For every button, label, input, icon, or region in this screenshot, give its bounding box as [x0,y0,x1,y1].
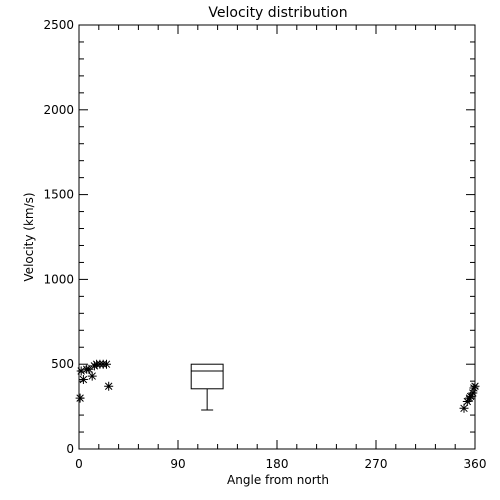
y-tick-label: 2500 [43,18,74,32]
data-point [102,359,111,369]
y-axis-label: Velocity (km/s) [22,192,36,281]
y-tick-label: 1500 [43,188,74,202]
data-point [78,374,88,384]
data-point [466,391,476,401]
y-tick-label: 2000 [43,103,74,117]
data-point [470,381,480,391]
x-tick-label: 180 [266,457,289,471]
x-axis-label: Angle from north [227,473,329,487]
plot-frame [78,24,476,450]
boxplot-box [190,363,224,390]
x-tick-label: 0 [75,457,83,471]
y-axis: 0 500 1000 1500 2000 2500 [43,18,475,456]
data-point [459,403,469,413]
data-points [75,359,480,413]
data-point [75,393,85,403]
x-tick-label: 270 [365,457,388,471]
data-point [76,366,86,376]
data-point [84,364,94,374]
x-tick-label: 90 [170,457,185,471]
y-tick-label: 500 [51,357,74,371]
x-tick-label: 360 [464,457,487,471]
y-tick-label: 0 [66,442,74,456]
chart-title: Velocity distribution [208,5,347,21]
y-tick-label: 1000 [43,272,74,286]
x-axis: 0 90 180 270 360 [75,25,486,471]
data-point [468,388,478,398]
data-point [104,381,114,391]
data-point [87,371,97,381]
boxplot [190,363,224,411]
data-point [462,397,472,407]
